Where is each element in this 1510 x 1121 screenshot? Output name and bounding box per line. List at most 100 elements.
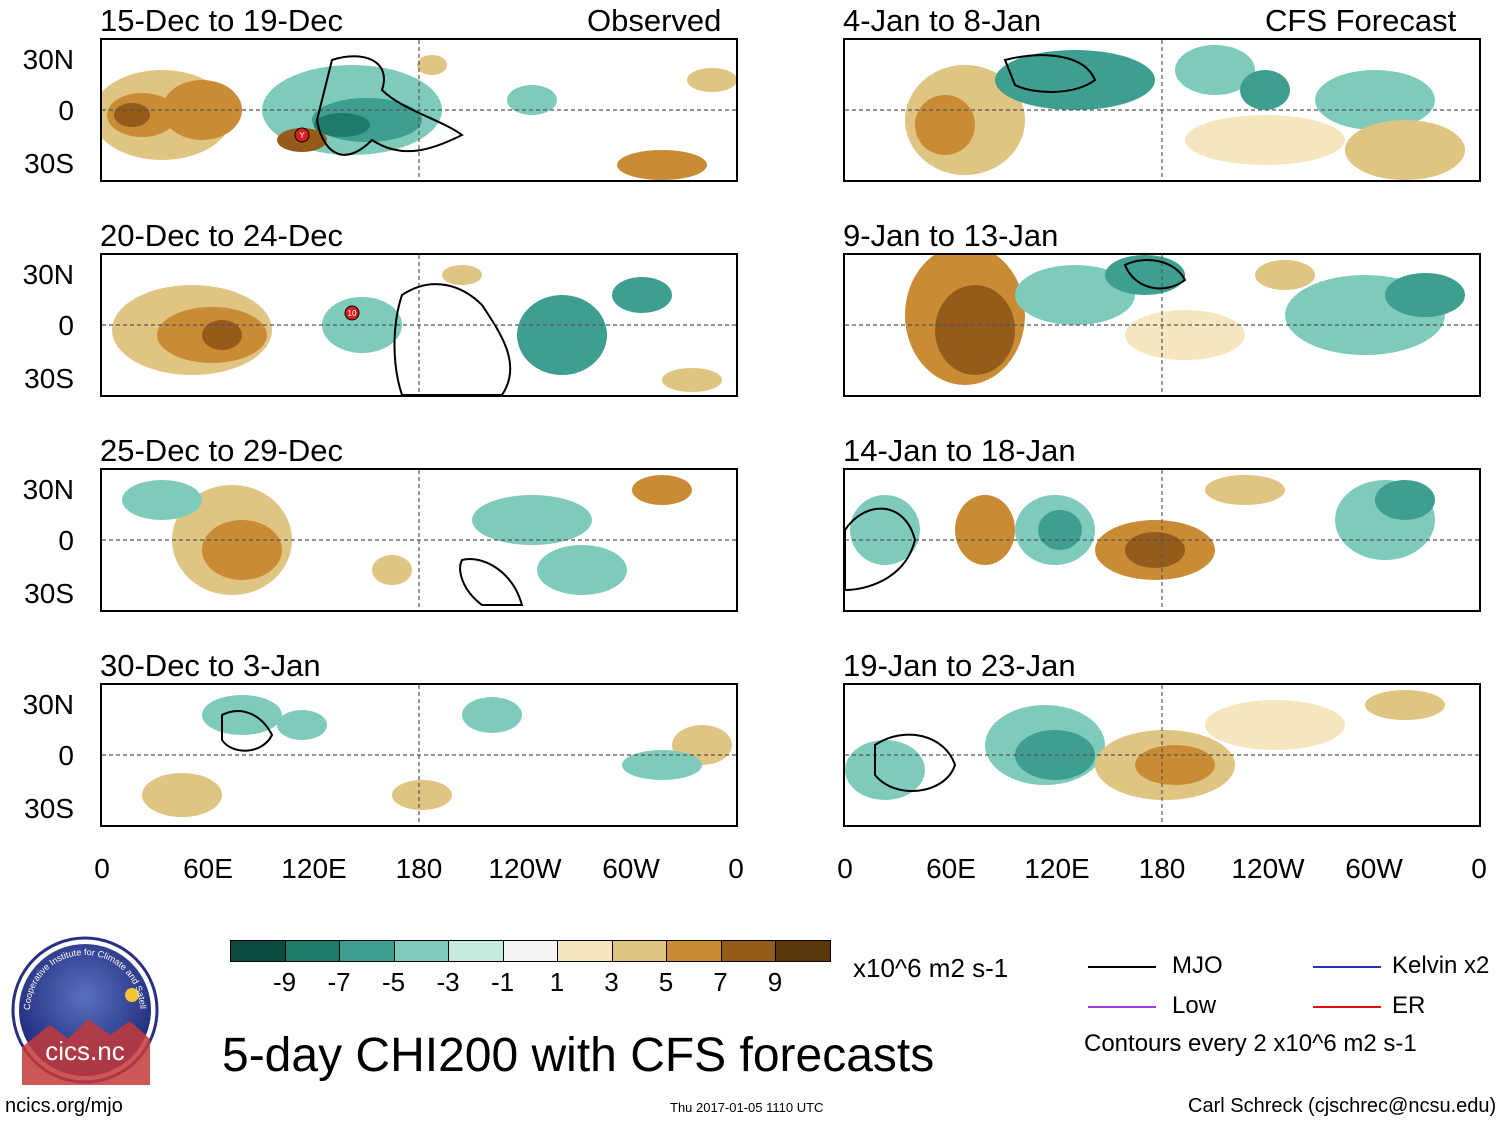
lon-label: 0: [1471, 853, 1487, 884]
lon-label: 180: [1138, 853, 1186, 884]
panel-title-7: 14-Jan to 18-Jan: [843, 433, 1076, 468]
legend-kelvin-line: [1313, 966, 1381, 968]
anomaly-region-6: [850, 495, 920, 565]
anomaly-region-2: [915, 95, 975, 155]
map-panel-3: [100, 468, 738, 612]
panel-title-2: 20-Dec to 24-Dec: [100, 218, 343, 253]
anomaly-region-3: [202, 695, 282, 735]
anomaly-region-3: [1015, 265, 1135, 325]
lon-label: 120E: [1024, 853, 1090, 884]
lat-label-30s: 30S: [24, 363, 74, 394]
lon-label: 0: [728, 853, 744, 884]
map-panel-1: Y: [100, 38, 738, 182]
legend-low-label: Low: [1172, 992, 1217, 1019]
colorbar-label: 1: [549, 967, 565, 997]
anomaly-region-8: [1185, 115, 1345, 165]
colorbar-swatch: [339, 940, 395, 962]
map-panel-4: [100, 683, 738, 827]
lon-label: 60W: [602, 853, 660, 884]
colorbar-label: -1: [490, 967, 515, 997]
legend-low-line: [1088, 1006, 1156, 1008]
colorbar-label: -5: [381, 967, 406, 997]
lon-label: 60E: [183, 853, 233, 884]
anomaly-region-7: [1345, 120, 1465, 180]
storm-marker: Y: [294, 127, 310, 143]
colorbar-swatch: [720, 940, 776, 962]
map-panel-2: 10: [100, 253, 738, 397]
anomaly-region-3: [202, 320, 242, 350]
map-panel-7: [843, 468, 1481, 612]
storm-marker-label: Y: [299, 131, 305, 140]
colorbar-swatch: [284, 940, 340, 962]
anomaly-region-4: [1135, 745, 1215, 785]
footer-timestamp: Thu 2017-01-05 1110 UTC: [670, 1100, 824, 1115]
anomaly-region-11: [507, 85, 557, 115]
map-field-7: [845, 470, 1479, 610]
map-field-5: [845, 40, 1479, 180]
lon-label: 120E: [281, 853, 347, 884]
colorbar-label: 5: [658, 967, 674, 997]
anomaly-region-7: [314, 113, 370, 137]
anomaly-region-8: [417, 55, 447, 75]
lon-label: 0: [837, 853, 853, 884]
anomaly-region-2: [142, 773, 222, 817]
colorbar-swatch: [611, 940, 667, 962]
map-field-8: [845, 685, 1479, 825]
panel-title-8: 19-Jan to 23-Jan: [843, 648, 1076, 683]
cics-logo: Cooperative Institute for Climate and Sa…: [10, 935, 159, 1085]
panel-right-title-5: CFS Forecast: [1265, 3, 1457, 38]
storm-marker-label: 10: [348, 309, 357, 318]
map-panel-8: [843, 683, 1481, 827]
anomaly-region-7: [1385, 273, 1465, 317]
anomaly-region-6: [392, 780, 452, 810]
anomaly-region-2: [202, 520, 282, 580]
lat-label-30s: 30S: [24, 793, 74, 824]
lon-label: 180: [395, 853, 443, 884]
footer-url: ncics.org/mjo: [5, 1095, 123, 1117]
colorbar-swatch: [557, 940, 613, 962]
anomaly-region-7: [662, 368, 722, 392]
colorbar-swatch: [448, 940, 504, 962]
lon-label: 60E: [926, 853, 976, 884]
logo-text: cics.nc: [45, 1036, 124, 1066]
legend-mjo-label: MJO: [1172, 952, 1223, 979]
anomaly-region-3: [995, 50, 1155, 110]
anomaly-region-6: [632, 475, 692, 505]
lat-label-0: 0: [58, 95, 74, 126]
anomaly-region-5: [517, 295, 607, 375]
legend-er-label: ER: [1392, 992, 1426, 1019]
colorbar-label: -3: [436, 967, 460, 997]
anomaly-region-1: [955, 495, 1015, 565]
panel-title-4: 30-Dec to 3-Jan: [100, 648, 321, 683]
anomaly-region-9: [1205, 475, 1285, 505]
legend-er-line: [1313, 1006, 1381, 1008]
mjo-contour: [393, 283, 512, 395]
colorbar-swatch: [666, 940, 722, 962]
lat-label-30s: 30S: [24, 148, 74, 179]
lat-label-0: 0: [58, 740, 74, 771]
colorbar-swatch: [230, 940, 286, 962]
anomaly-region-6: [1315, 70, 1435, 130]
anomaly-region-4: [1175, 45, 1255, 95]
anomaly-region-7: [1205, 700, 1345, 750]
anomaly-region-12: [687, 68, 736, 92]
lon-label: 120W: [1231, 853, 1305, 884]
lat-label-0: 0: [58, 525, 74, 556]
anomaly-region-5: [1125, 310, 1245, 360]
mjo-contour: [1123, 259, 1187, 290]
mjo-contour: [845, 507, 917, 592]
anomaly-region-4: [1105, 255, 1185, 295]
anomaly-region-4: [277, 710, 327, 740]
lon-label: 0: [94, 853, 110, 884]
lat-label-30n: 30N: [22, 689, 74, 720]
anomaly-region-5: [1125, 532, 1185, 568]
anomaly-region-6: [612, 277, 672, 313]
storm-marker: 10: [344, 305, 360, 321]
legend-mjo-line: [1088, 966, 1156, 968]
colorbar-swatch: [393, 940, 449, 962]
lat-label-30n: 30N: [22, 259, 74, 290]
anomaly-region-5: [537, 545, 627, 595]
lon-label: 60W: [1345, 853, 1403, 884]
colorbar-units: x10^6 m2 s-1: [853, 953, 1009, 983]
main-title: 5-day CHI200 with CFS forecasts: [222, 1029, 935, 1082]
